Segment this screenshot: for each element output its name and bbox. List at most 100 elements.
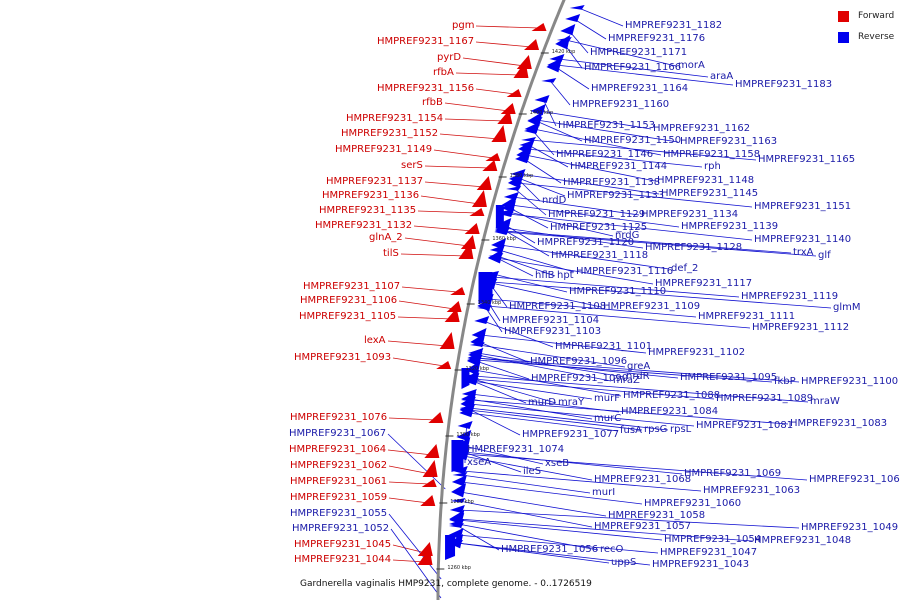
reverse-gene-arrow[interactable] [570, 5, 585, 10]
gene-label-hmpref9231-1132[interactable]: HMPREF9231_1132 [315, 221, 412, 231]
forward-gene-arrow[interactable] [472, 190, 487, 207]
gene-label-hmpref9231-1052[interactable]: HMPREF9231_1052 [292, 524, 389, 534]
gene-label-hmpref9231-1136[interactable]: HMPREF9231_1136 [322, 191, 419, 201]
forward-gene-arrow[interactable] [440, 332, 455, 349]
gene-label-hmpref9231-1164[interactable]: HMPREF9231_1164 [591, 84, 688, 94]
gene-label-araa[interactable]: araA [710, 72, 733, 82]
forward-gene-arrow[interactable] [420, 495, 435, 506]
forward-gene-arrow[interactable] [491, 125, 506, 142]
gene-label-hmpref9231-1183[interactable]: HMPREF9231_1183 [735, 80, 832, 90]
forward-gene-arrow[interactable] [465, 223, 480, 234]
gene-label-muri[interactable]: murI [592, 488, 615, 498]
gene-label-hmpref9231-1047[interactable]: HMPREF9231_1047 [660, 548, 757, 558]
gene-label-hmpref9231-1081[interactable]: HMPREF9231_1081 [696, 421, 793, 431]
gene-label-hmpref9231-1089[interactable]: HMPREF9231_1089 [716, 394, 813, 404]
forward-gene-arrow[interactable] [524, 39, 539, 50]
gene-label-mraw[interactable]: mraW [810, 397, 840, 407]
gene-label-pgm[interactable]: pgm [452, 21, 474, 31]
reverse-gene-arrow[interactable] [451, 483, 466, 497]
gene-label-hflb[interactable]: hflB [535, 271, 555, 281]
gene-label-hmpref9231-1066[interactable]: HMPREF9231_1066 [809, 475, 900, 485]
gene-label-hmpref9231-1106[interactable]: HMPREF9231_1106 [300, 296, 397, 306]
forward-gene-arrow[interactable] [482, 160, 497, 171]
gene-label-hmpref9231-1134[interactable]: HMPREF9231_1134 [641, 210, 738, 220]
gene-label-hmpref9231-1176[interactable]: HMPREF9231_1176 [608, 34, 705, 44]
reverse-gene-arrow[interactable] [555, 35, 570, 49]
gene-label-hmpref9231-1128[interactable]: HMPREF9231_1128 [645, 243, 742, 253]
gene-label-sers[interactable]: serS [401, 161, 423, 171]
gene-label-hmpref9231-1110[interactable]: HMPREF9231_1110 [569, 287, 666, 297]
gene-label-hmpref9231-1063[interactable]: HMPREF9231_1063 [703, 486, 800, 496]
gene-label-hmpref9231-1102[interactable]: HMPREF9231_1102 [648, 348, 745, 358]
gene-label-tils[interactable]: tilS [383, 249, 399, 259]
gene-label-hmpref9231-1137[interactable]: HMPREF9231_1137 [326, 177, 423, 187]
gene-label-hmpref9231-1166[interactable]: HMPREF9231_1166 [584, 63, 681, 73]
gene-label-hmpref9231-1162[interactable]: HMPREF9231_1162 [653, 124, 750, 134]
gene-label-hmpref9231-1149[interactable]: HMPREF9231_1149 [335, 145, 432, 155]
gene-label-lexa[interactable]: lexA [364, 336, 386, 346]
gene-label-hmpref9231-1095[interactable]: HMPREF9231_1095 [680, 373, 777, 383]
gene-label-rpsg[interactable]: rpsG [644, 425, 667, 435]
gene-label-hpt[interactable]: hpt [557, 271, 574, 281]
gene-label-hmpref9231-1103[interactable]: HMPREF9231_1103 [504, 327, 601, 337]
gene-label-reco[interactable]: recO [600, 545, 623, 555]
gene-label-hmpref9231-1133[interactable]: HMPREF9231_1133 [567, 191, 664, 201]
gene-label-hmpref9231-1090[interactable]: HMPREF9231_1090 [531, 374, 628, 384]
gene-label-rfbb[interactable]: rfbB [422, 98, 443, 108]
reverse-gene-arrow[interactable] [541, 78, 556, 83]
gene-label-iles[interactable]: ileS [523, 467, 541, 477]
gene-label-hmpref9231-1093[interactable]: HMPREF9231_1093 [294, 353, 391, 363]
gene-label-hmpref9231-1107[interactable]: HMPREF9231_1107 [303, 282, 400, 292]
gene-label-hmpref9231-1059[interactable]: HMPREF9231_1059 [290, 493, 387, 503]
forward-gene-arrow[interactable] [428, 412, 443, 423]
gene-label-xseb[interactable]: xseB [545, 459, 569, 469]
gene-label-hmpref9231-1120[interactable]: HMPREF9231_1120 [537, 238, 634, 248]
forward-gene-arrow[interactable] [447, 301, 462, 312]
gene-label-rpsl[interactable]: rpsL [670, 425, 691, 435]
forward-gene-arrow[interactable] [424, 444, 439, 458]
forward-gene-arrow[interactable] [469, 208, 484, 216]
gene-label-hmpref9231-1076[interactable]: HMPREF9231_1076 [290, 413, 387, 423]
gene-label-mora[interactable]: morA [678, 61, 705, 71]
gene-label-hmpref9231-1148[interactable]: HMPREF9231_1148 [657, 176, 754, 186]
gene-label-hmpref9231-1060[interactable]: HMPREF9231_1060 [644, 499, 741, 509]
gene-label-hmpref9231-1100[interactable]: HMPREF9231_1100 [801, 377, 898, 387]
reverse-gene-arrow[interactable] [535, 95, 550, 103]
gene-label-hmpref9231-1056[interactable]: HMPREF9231_1056 [501, 545, 598, 555]
gene-label-hmpref9231-1146[interactable]: HMPREF9231_1146 [556, 150, 653, 160]
gene-label-hmpref9231-1116[interactable]: HMPREF9231_1116 [576, 267, 673, 277]
forward-gene-arrow[interactable] [450, 287, 465, 295]
gene-label-glmm[interactable]: glmM [833, 303, 861, 313]
gene-label-murd[interactable]: murD [528, 398, 556, 408]
gene-label-hmpref9231-1104[interactable]: HMPREF9231_1104 [502, 316, 599, 326]
gene-label-hmpref9231-1152[interactable]: HMPREF9231_1152 [341, 129, 438, 139]
operon-block[interactable] [496, 205, 504, 229]
gene-label-hmpref9231-1112[interactable]: HMPREF9231_1112 [752, 323, 849, 333]
gene-label-upps[interactable]: uppS [611, 558, 636, 568]
gene-label-hmpref9231-1144[interactable]: HMPREF9231_1144 [570, 162, 667, 172]
gene-label-hmpref9231-1119[interactable]: HMPREF9231_1119 [741, 292, 838, 302]
gene-label-hmpref9231-1171[interactable]: HMPREF9231_1171 [590, 48, 687, 58]
gene-label-hmpref9231-1108[interactable]: HMPREF9231_1108 [509, 302, 606, 312]
gene-label-hmpref9231-1154[interactable]: HMPREF9231_1154 [346, 114, 443, 124]
gene-label-hmpref9231-1044[interactable]: HMPREF9231_1044 [294, 555, 391, 565]
gene-label-hmpref9231-1077[interactable]: HMPREF9231_1077 [522, 430, 619, 440]
reverse-gene-arrow[interactable] [565, 14, 580, 22]
reverse-gene-arrow[interactable] [506, 186, 521, 191]
gene-label-hmpref9231-1117[interactable]: HMPREF9231_1117 [655, 279, 752, 289]
operon-block[interactable] [445, 535, 455, 560]
gene-label-fusa[interactable]: fusA [620, 426, 642, 436]
gene-label-hmpref9231-1048[interactable]: HMPREF9231_1048 [754, 536, 851, 546]
gene-label-hmpref9231-1062[interactable]: HMPREF9231_1062 [290, 461, 387, 471]
gene-label-hmpref9231-1129[interactable]: HMPREF9231_1129 [548, 210, 645, 220]
gene-label-hmpref9231-1057[interactable]: HMPREF9231_1057 [594, 522, 691, 532]
gene-label-hmpref9231-1068[interactable]: HMPREF9231_1068 [594, 475, 691, 485]
gene-label-hmpref9231-1105[interactable]: HMPREF9231_1105 [299, 312, 396, 322]
gene-label-hmpref9231-1167[interactable]: HMPREF9231_1167 [377, 37, 474, 47]
gene-label-hmpref9231-1055[interactable]: HMPREF9231_1055 [290, 509, 387, 519]
gene-label-hmpref9231-1156[interactable]: HMPREF9231_1156 [377, 84, 474, 94]
gene-label-hmpref9231-1074[interactable]: HMPREF9231_1074 [467, 445, 564, 455]
gene-label-mray[interactable]: mraY [558, 398, 584, 408]
gene-label-hmpref9231-1153[interactable]: HMPREF9231_1153 [558, 121, 655, 131]
gene-label-hmpref9231-1165[interactable]: HMPREF9231_1165 [758, 155, 855, 165]
